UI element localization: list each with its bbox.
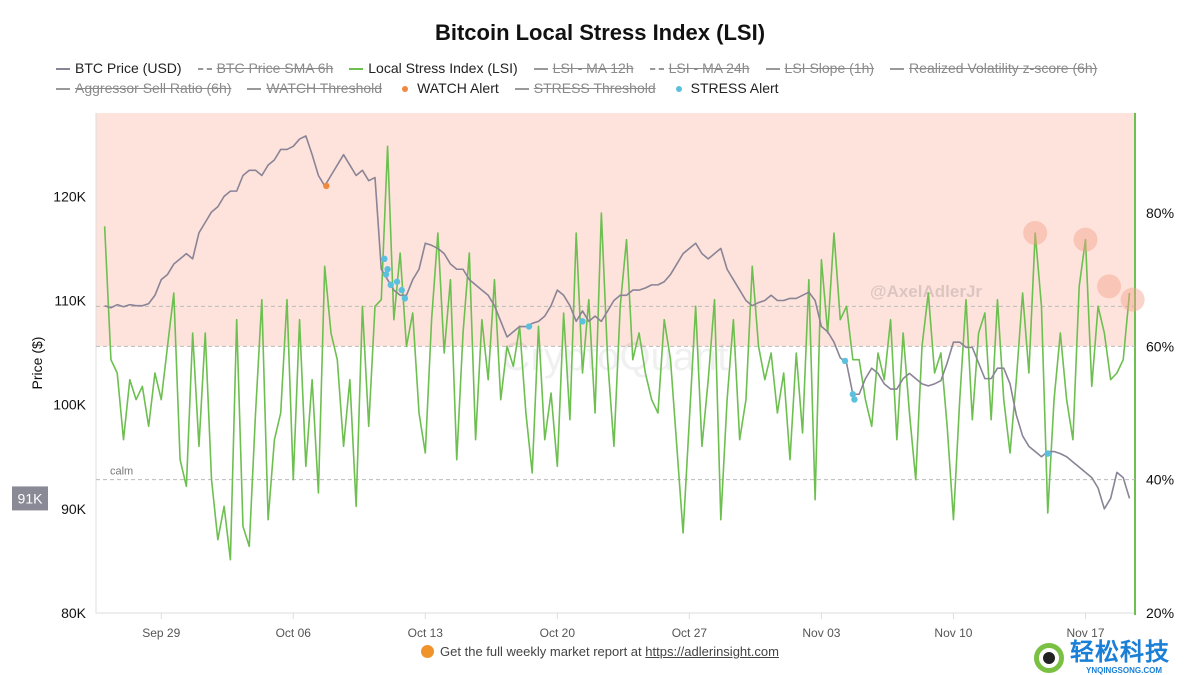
legend-label: Local Stress Index (LSI) — [368, 60, 518, 76]
y-right-tick: 60% — [1146, 338, 1174, 354]
coin-icon — [421, 645, 435, 658]
legend-label: LSI Slope (1h) — [784, 60, 875, 76]
y-left-tick: 100K — [53, 397, 86, 413]
legend-swatch — [56, 88, 70, 91]
stress-zone — [96, 113, 1135, 347]
stress-alert-point — [525, 323, 533, 330]
chart-title: Bitcoin Local Stress Index (LSI) — [434, 20, 766, 45]
legend-swatch — [675, 86, 682, 93]
stress-alert-point — [579, 318, 586, 325]
peak-highlight — [1097, 274, 1122, 299]
legend-item[interactable]: Aggressor Sell Ratio (6h) — [56, 78, 231, 98]
legend-item[interactable]: STRESS Alert — [672, 78, 779, 98]
lsi-line — [103, 145, 1131, 561]
watch-alert-point — [323, 182, 330, 190]
x-tick: Oct 27 — [672, 626, 708, 640]
legend-label: WATCH Threshold — [266, 80, 383, 96]
report-link[interactable]: https://adlerinsight.com — [645, 644, 779, 659]
y-left-tick: 80K — [61, 605, 87, 621]
legend-label: WATCH Alert — [417, 80, 499, 96]
logo-url: YNQINGSONG.COM — [1086, 666, 1163, 675]
y-left-tick: 110K — [54, 293, 86, 309]
legend-label: BTC Price (USD) — [75, 60, 182, 76]
site-logo: 轻松科技 YNQINGSONG.COM — [1030, 641, 1200, 675]
legend-item[interactable]: LSI - MA 12h — [533, 58, 634, 78]
legend-label: STRESS Alert — [690, 80, 779, 96]
price-line — [104, 135, 1131, 510]
stress-alert-point — [849, 391, 857, 398]
stress-alert-point — [398, 286, 405, 294]
legend-item[interactable]: LSI - MA 24h — [649, 58, 750, 78]
stress-alert-point — [841, 357, 849, 365]
legend-label: LSI - MA 12h — [552, 60, 634, 76]
calm-label: calm — [110, 466, 133, 478]
legend-swatch — [349, 68, 364, 71]
stress-alert-point — [1044, 450, 1051, 457]
footer-text: Get the full weekly market report at — [440, 644, 642, 659]
legend-item[interactable]: Realized Volatility z-score (6h) — [890, 58, 1097, 78]
legend-item[interactable]: BTC Price SMA 6h — [197, 58, 334, 78]
author-watermark: @AxelAdlerJr — [870, 282, 982, 301]
legend-label: Realized Volatility z-score (6h) — [909, 60, 1098, 76]
stress-alert-point — [382, 271, 390, 278]
legend-swatch — [533, 68, 548, 71]
x-tick: Nov 10 — [934, 626, 972, 640]
x-tick: Nov 17 — [1066, 626, 1104, 640]
legend-swatch — [197, 68, 212, 71]
peak-highlight — [1073, 227, 1098, 252]
legend-item[interactable]: BTC Price (USD) — [56, 58, 182, 78]
legend-swatch — [890, 68, 905, 71]
x-tick: Sep 29 — [142, 626, 180, 640]
legend-swatch — [56, 68, 70, 71]
legend-label: LSI - MA 24h — [668, 60, 750, 76]
legend-item[interactable]: LSI Slope (1h) — [765, 58, 875, 78]
y-left-tick: 90K — [61, 501, 87, 517]
logo-eye-icon — [1043, 652, 1055, 664]
logo-text: 轻松科技 — [1070, 639, 1170, 666]
stress-alert-point — [393, 278, 401, 285]
legend-item[interactable]: WATCH Threshold — [247, 78, 382, 98]
y-right-tick: 40% — [1146, 472, 1174, 488]
legend-swatch — [247, 88, 262, 91]
x-tick: Oct 06 — [276, 626, 312, 640]
stress-alert-point — [384, 266, 391, 273]
legend-item[interactable]: Local Stress Index (LSI) — [349, 58, 518, 78]
stress-alert-point — [381, 255, 388, 263]
y-right-tick: 80% — [1146, 205, 1174, 221]
peak-highlight — [1120, 287, 1145, 312]
legend-item[interactable]: WATCH Alert — [398, 78, 499, 98]
stress-alert-point — [387, 281, 394, 289]
legend-label: STRESS Threshold — [533, 80, 656, 96]
peak-highlight — [1023, 221, 1048, 245]
x-tick: Nov 03 — [802, 626, 840, 640]
footer: Get the full weekly market report at htt… — [0, 644, 1200, 659]
legend-item[interactable]: STRESS Threshold — [514, 78, 656, 98]
legend-swatch — [402, 86, 409, 93]
legend-swatch — [514, 88, 529, 91]
stress-alert-point — [851, 396, 858, 403]
stress-alert-point — [401, 295, 409, 302]
legend-label: BTC Price SMA 6h — [216, 60, 334, 76]
x-tick: Oct 20 — [540, 626, 576, 640]
legend-swatch — [649, 68, 664, 71]
y-left-tick: 120K — [53, 188, 86, 204]
legend: BTC Price (USD) BTC Price SMA 6h Local Str… — [56, 58, 1176, 98]
last-price-label: 91K — [18, 490, 44, 506]
y-axis-label: Price ($) — [29, 337, 45, 390]
legend-swatch — [765, 68, 780, 71]
last-price-tag — [12, 486, 48, 511]
x-tick: Oct 13 — [408, 626, 444, 640]
legend-label: Aggressor Sell Ratio (6h) — [75, 80, 232, 96]
y-right-tick: 20% — [1146, 605, 1174, 621]
